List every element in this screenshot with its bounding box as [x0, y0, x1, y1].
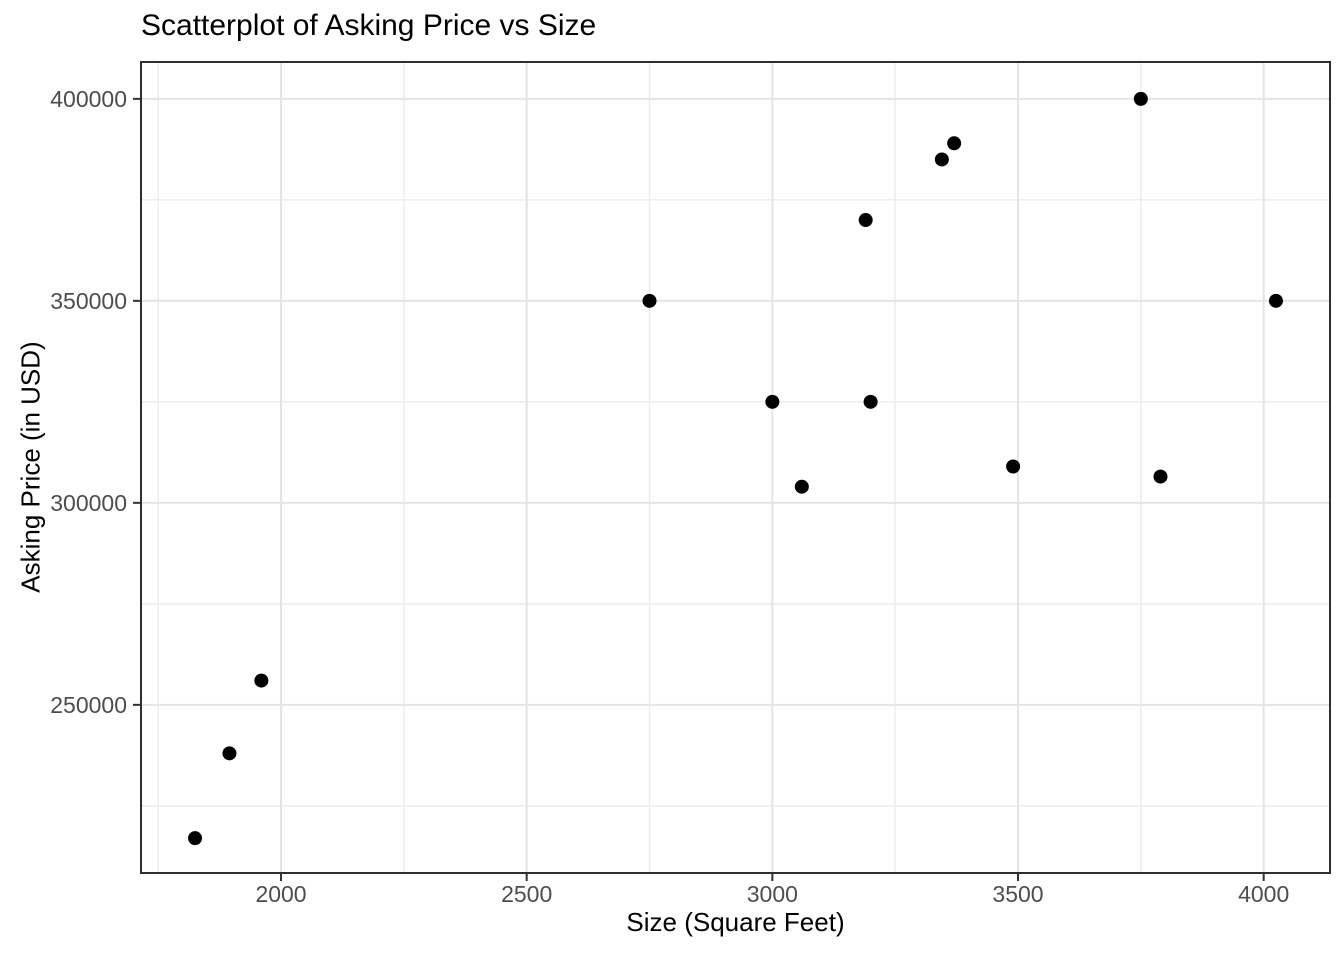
- data-point: [858, 213, 873, 228]
- data-point: [1153, 469, 1168, 484]
- data-point: [947, 136, 962, 151]
- data-point: [222, 746, 237, 761]
- x-axis-title: Size (Square Feet): [626, 907, 845, 937]
- x-tick-label: 2000: [255, 881, 306, 907]
- data-point: [188, 831, 203, 846]
- plot-panel: [141, 62, 1330, 873]
- data-point: [863, 394, 878, 409]
- data-point: [1133, 91, 1148, 106]
- panel-border: [140, 61, 1331, 874]
- x-tick-label: 4000: [1238, 881, 1289, 907]
- data-point: [1268, 293, 1283, 308]
- y-tick-label: 300000: [50, 490, 127, 516]
- y-tick-label: 400000: [50, 86, 127, 112]
- plot-title: Scatterplot of Asking Price vs Size: [141, 9, 597, 42]
- x-tick-label: 3000: [747, 881, 798, 907]
- y-tick-label: 350000: [50, 288, 127, 314]
- x-tick-label: 3500: [992, 881, 1043, 907]
- data-point: [934, 152, 949, 167]
- data-point: [765, 394, 780, 409]
- x-tick-label: 2500: [501, 881, 552, 907]
- data-point: [794, 479, 809, 494]
- data-point: [254, 673, 269, 688]
- y-tick-label: 250000: [50, 692, 127, 718]
- data-point: [642, 293, 657, 308]
- data-point: [1006, 459, 1021, 474]
